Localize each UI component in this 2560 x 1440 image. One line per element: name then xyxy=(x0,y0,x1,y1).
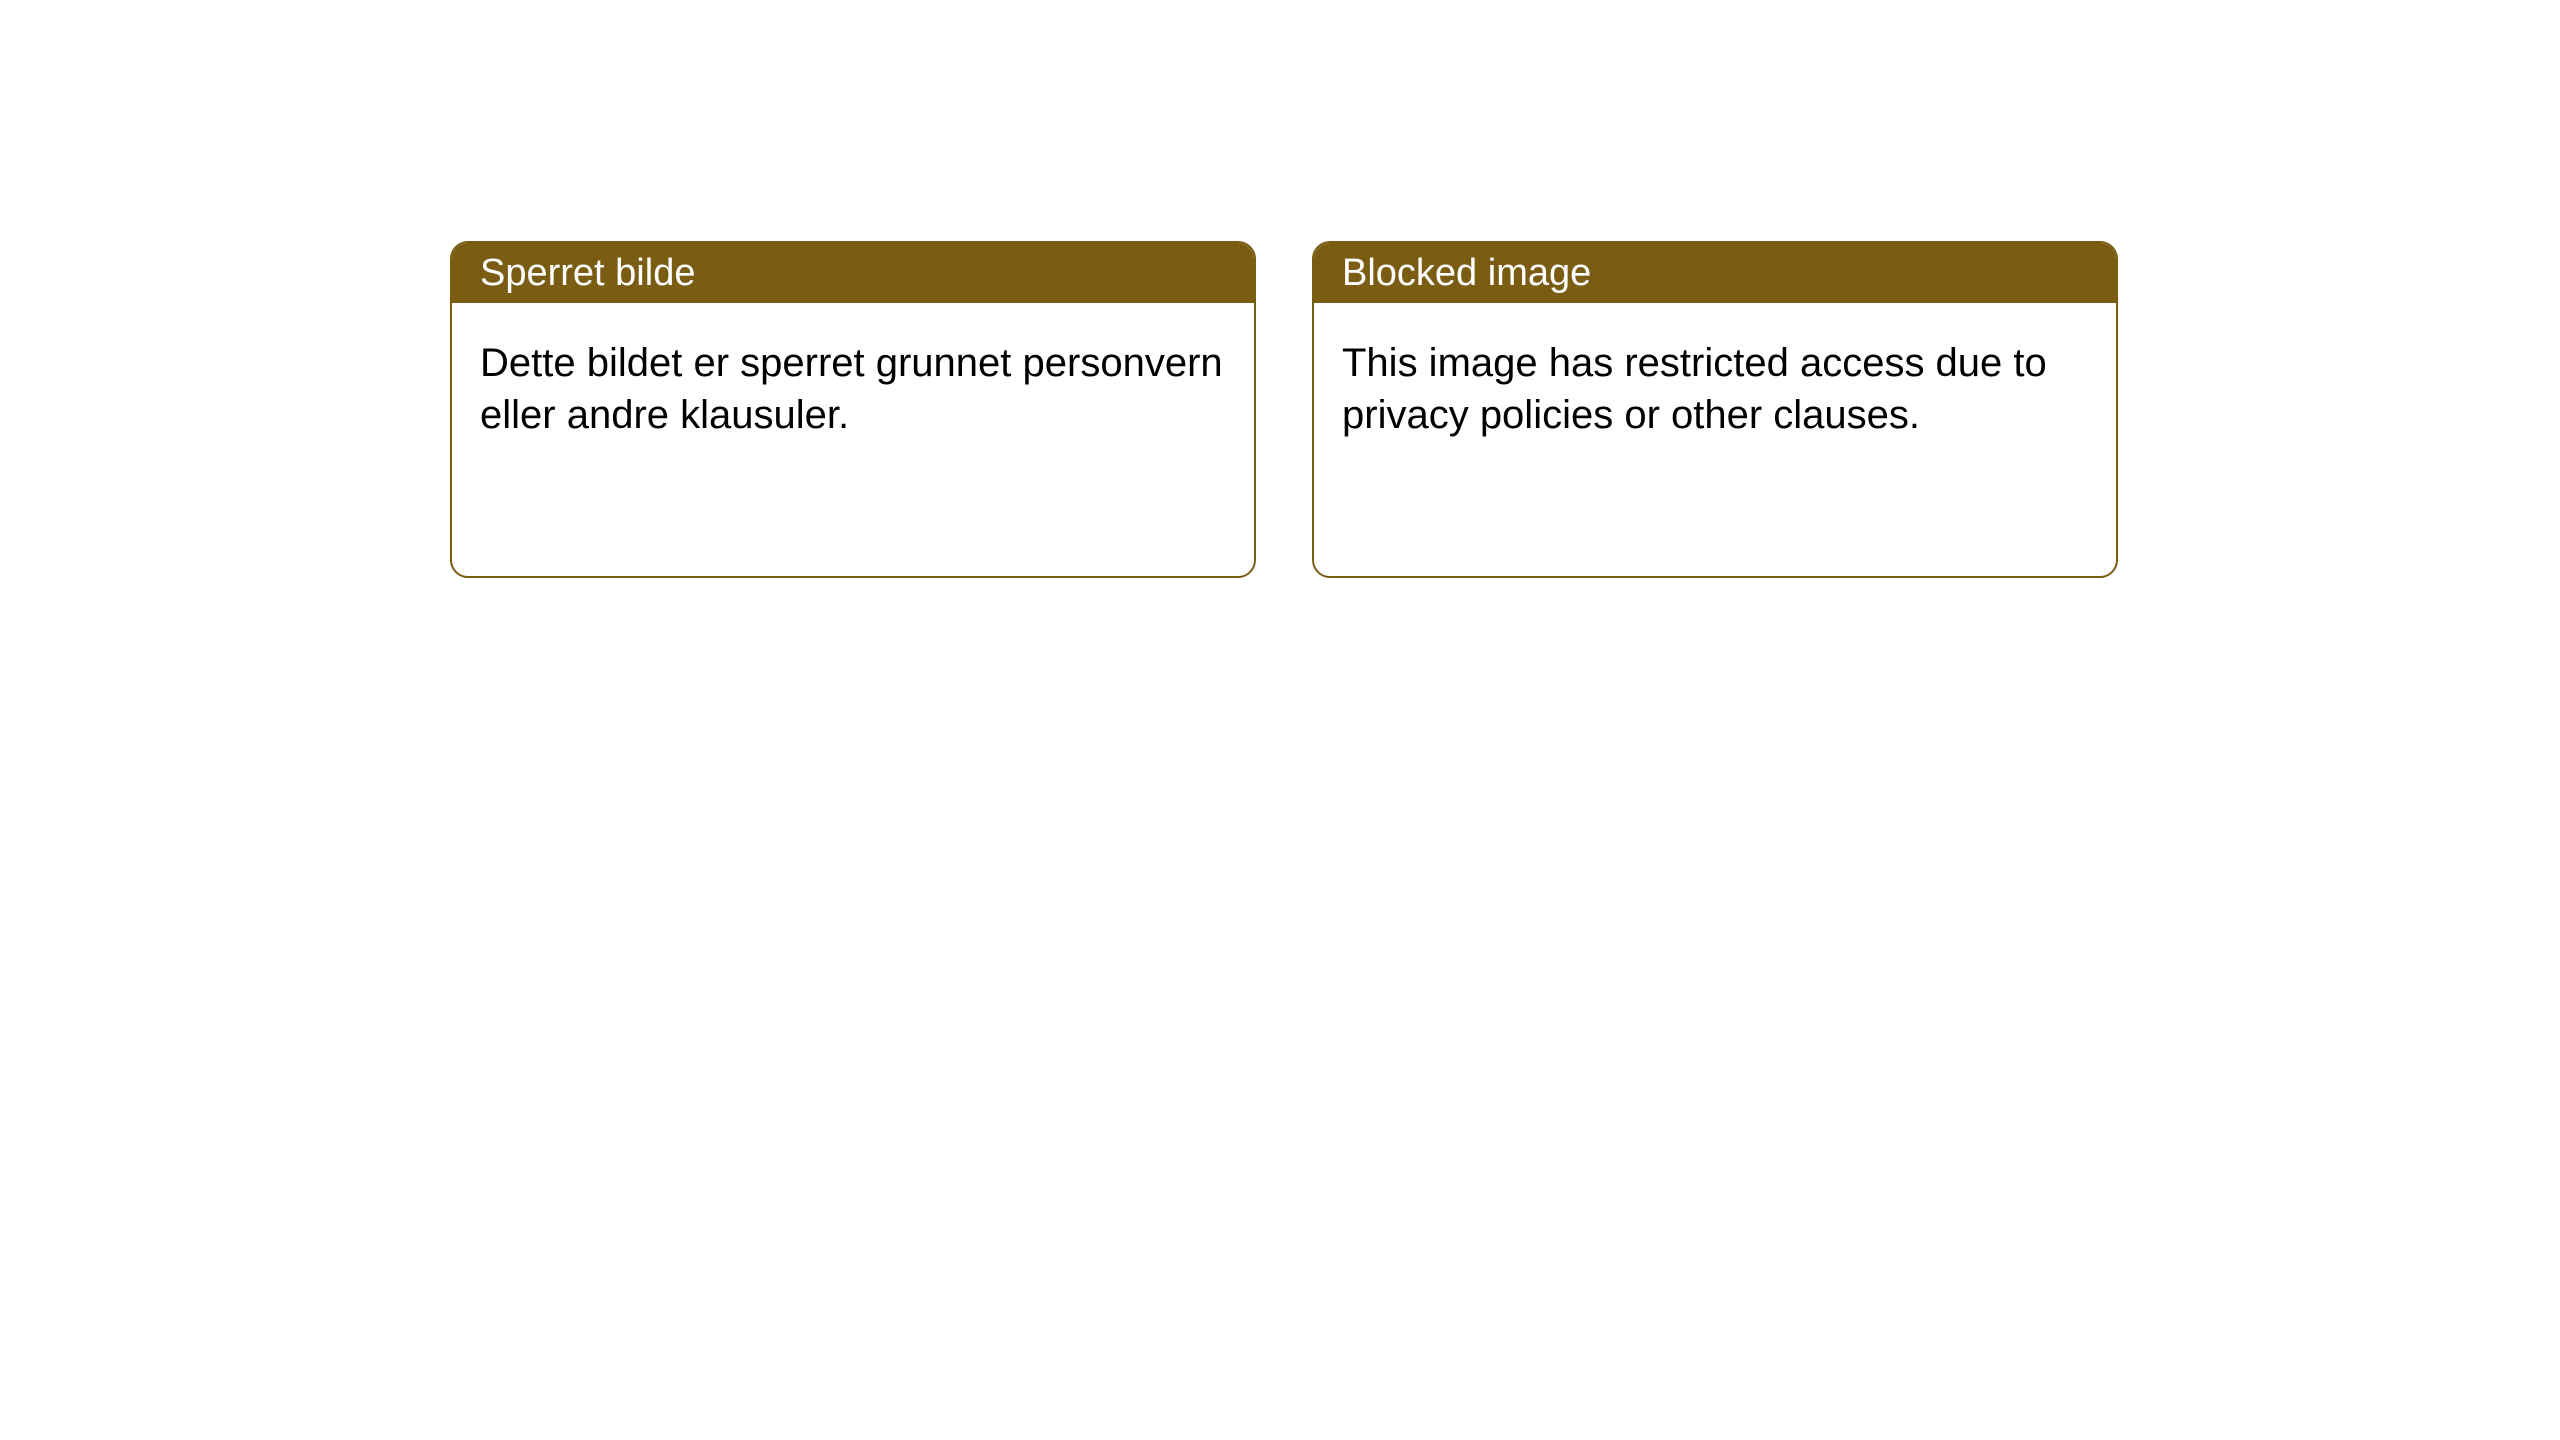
panel-body-english: This image has restricted access due to … xyxy=(1314,303,2116,475)
panel-header-norwegian: Sperret bilde xyxy=(452,243,1254,303)
panel-body-norwegian: Dette bildet er sperret grunnet personve… xyxy=(452,303,1254,475)
panel-body-text-norwegian: Dette bildet er sperret grunnet personve… xyxy=(480,341,1223,437)
notice-panel-english: Blocked image This image has restricted … xyxy=(1312,241,2118,578)
panel-body-text-english: This image has restricted access due to … xyxy=(1342,341,2047,437)
notice-container: Sperret bilde Dette bildet er sperret gr… xyxy=(450,241,2118,578)
panel-header-english: Blocked image xyxy=(1314,243,2116,303)
notice-panel-norwegian: Sperret bilde Dette bildet er sperret gr… xyxy=(450,241,1256,578)
panel-title-norwegian: Sperret bilde xyxy=(480,252,695,295)
panel-title-english: Blocked image xyxy=(1342,252,1591,295)
